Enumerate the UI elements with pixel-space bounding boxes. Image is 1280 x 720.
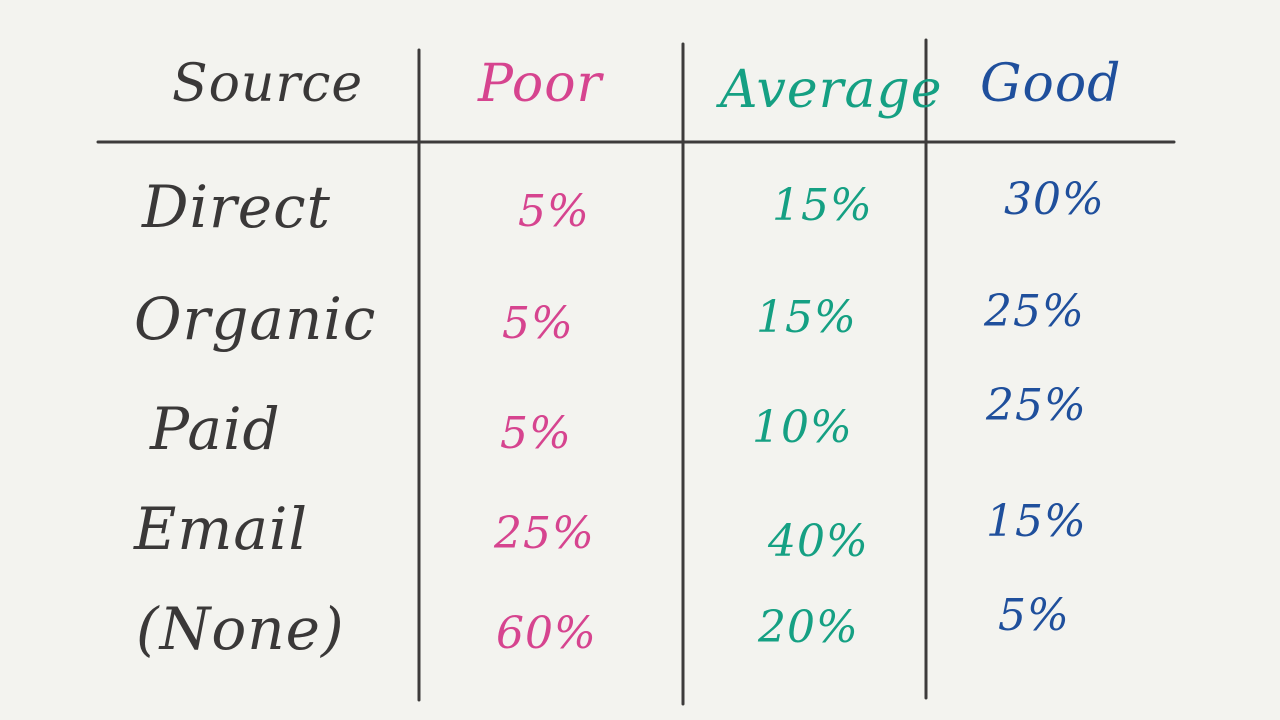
cell-poor: 25%	[494, 508, 595, 559]
row-label: Paid	[150, 395, 281, 463]
cell-average: 40%	[768, 516, 869, 567]
cell-good: 5%	[998, 590, 1070, 641]
cell-average: 10%	[752, 402, 853, 453]
cell-average: 20%	[758, 602, 859, 653]
cell-good: 15%	[986, 496, 1087, 547]
row-label: Direct	[142, 173, 331, 241]
cell-good: 30%	[1004, 174, 1105, 225]
row-label: Email	[134, 495, 309, 563]
cell-poor: 5%	[518, 186, 590, 237]
cell-poor: 5%	[502, 298, 574, 349]
column-header-average: Average	[720, 60, 943, 120]
row-label: Organic	[134, 285, 377, 353]
column-header-source: Source	[172, 54, 364, 114]
cell-poor: 5%	[500, 408, 572, 459]
row-label: (None)	[136, 595, 345, 663]
column-header-good: Good	[980, 54, 1122, 114]
cell-poor: 60%	[496, 608, 597, 659]
cell-good: 25%	[984, 286, 1085, 337]
column-header-poor: Poor	[478, 54, 603, 114]
cell-good: 25%	[986, 380, 1087, 431]
cell-average: 15%	[772, 180, 873, 231]
cell-average: 15%	[756, 292, 857, 343]
